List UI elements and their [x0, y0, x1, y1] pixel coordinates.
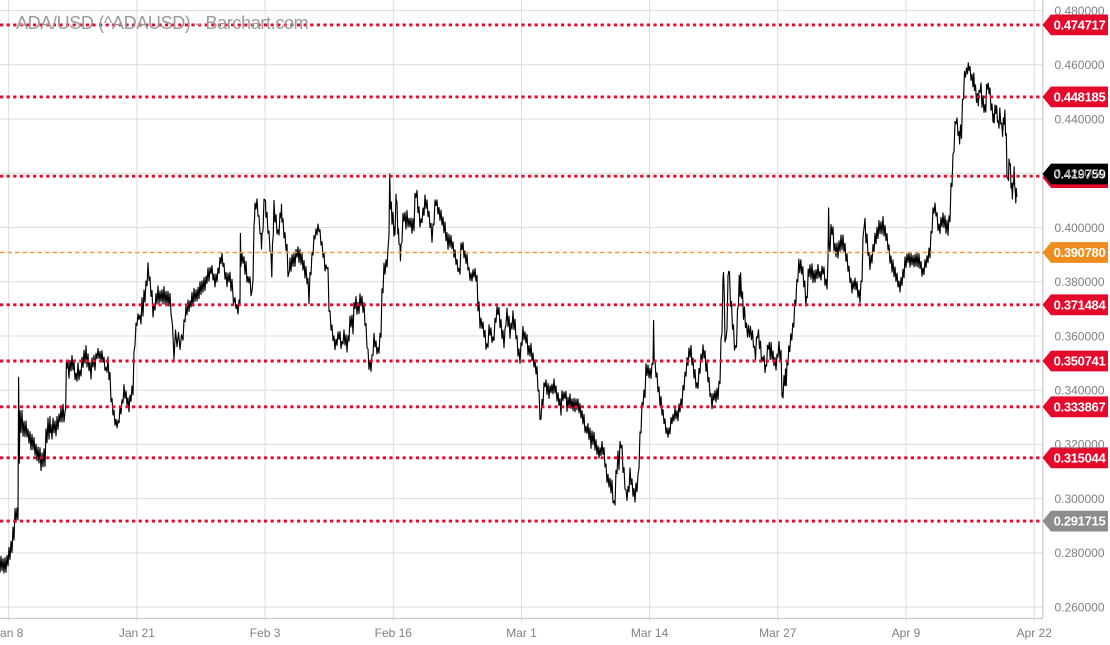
svg-text:Jan 8: Jan 8 — [0, 626, 24, 640]
svg-text:0.280000: 0.280000 — [1054, 546, 1104, 560]
svg-text:0.300000: 0.300000 — [1054, 492, 1104, 506]
svg-text:ADA/USD (^ADAUSD) - Barchart.c: ADA/USD (^ADAUSD) - Barchart.com — [16, 13, 308, 33]
svg-text:0.333867: 0.333867 — [1054, 399, 1106, 414]
svg-text:0.390780: 0.390780 — [1054, 245, 1106, 260]
svg-text:0.320000: 0.320000 — [1054, 438, 1104, 452]
svg-text:Mar 27: Mar 27 — [759, 626, 797, 640]
svg-text:0.380000: 0.380000 — [1054, 275, 1104, 289]
svg-text:0.474717: 0.474717 — [1054, 18, 1106, 33]
svg-text:0.350741: 0.350741 — [1054, 354, 1106, 369]
svg-text:0.371484: 0.371484 — [1054, 297, 1107, 312]
svg-text:Feb 3: Feb 3 — [250, 626, 281, 640]
svg-text:0.400000: 0.400000 — [1054, 221, 1104, 235]
svg-text:Feb 16: Feb 16 — [375, 626, 413, 640]
svg-text:Mar 14: Mar 14 — [631, 626, 669, 640]
svg-text:Apr 9: Apr 9 — [892, 626, 921, 640]
svg-text:0.360000: 0.360000 — [1054, 329, 1104, 343]
svg-text:0.420000: 0.420000 — [1054, 167, 1104, 181]
svg-text:0.340000: 0.340000 — [1054, 384, 1104, 398]
svg-text:0.419759: 0.419759 — [1054, 167, 1106, 182]
svg-text:Mar 1: Mar 1 — [506, 626, 537, 640]
svg-text:0.480000: 0.480000 — [1054, 4, 1104, 18]
svg-text:Apr 22: Apr 22 — [1017, 626, 1053, 640]
svg-text:0.440000: 0.440000 — [1054, 112, 1104, 126]
svg-text:0.448185: 0.448185 — [1054, 90, 1106, 105]
svg-text:0.460000: 0.460000 — [1054, 58, 1104, 72]
svg-text:0.315044: 0.315044 — [1054, 450, 1107, 465]
svg-text:0.260000: 0.260000 — [1054, 600, 1104, 614]
svg-text:0.291715: 0.291715 — [1054, 514, 1106, 529]
svg-text:Jan 21: Jan 21 — [119, 626, 155, 640]
